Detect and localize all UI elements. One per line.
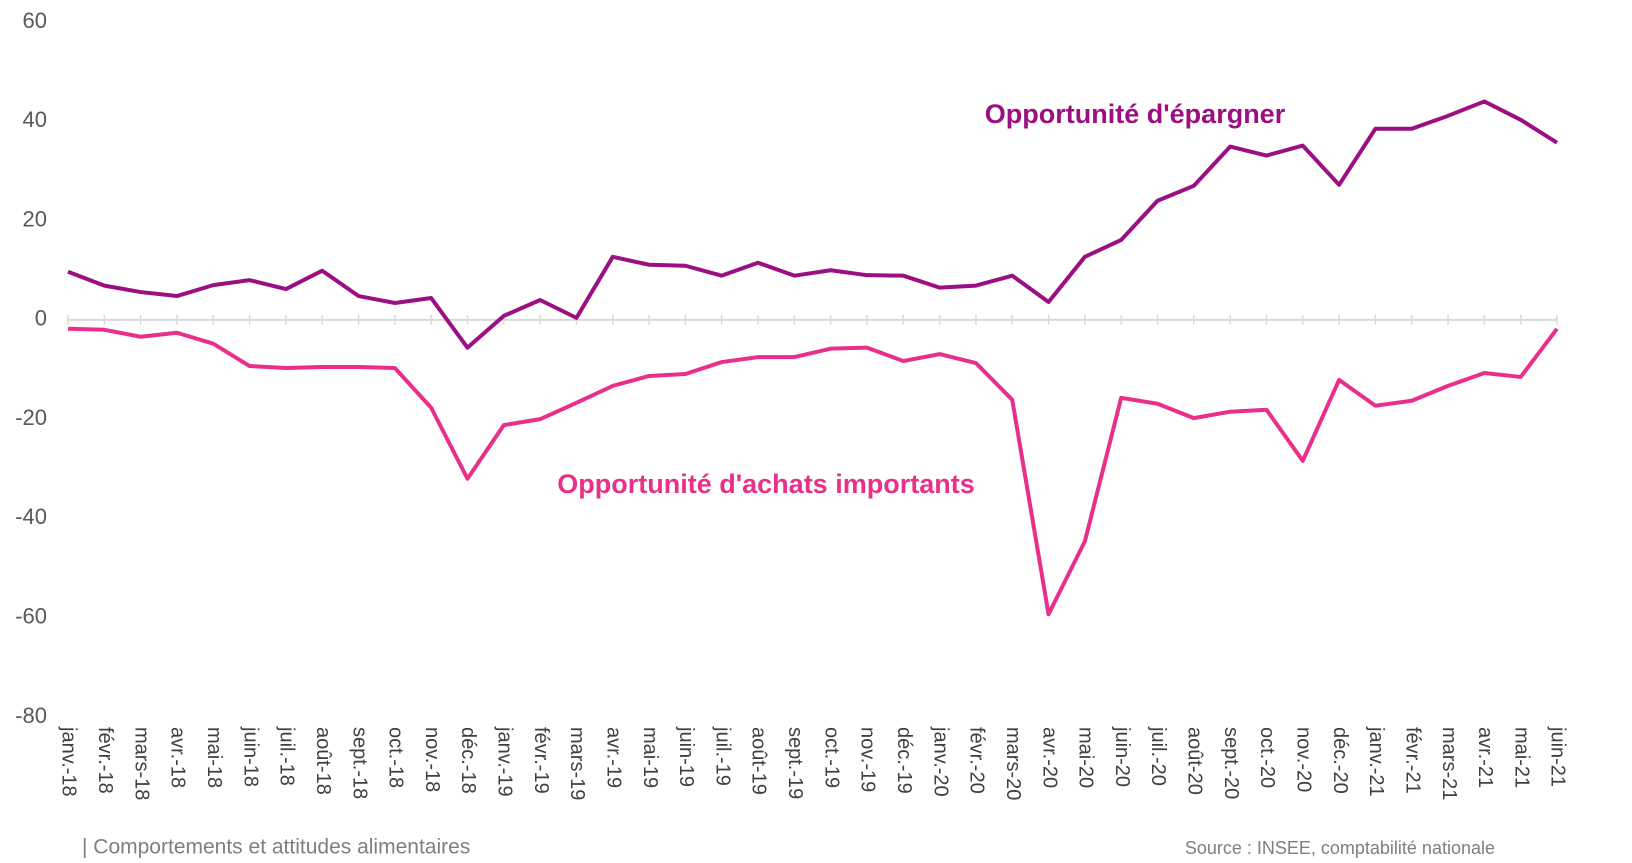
- x-tick-label: nov.-20: [1292, 727, 1314, 792]
- x-tick-label: févr.-18: [94, 727, 116, 794]
- y-tick-label: -80: [15, 703, 47, 728]
- x-tick-label: juil.-18: [276, 726, 298, 786]
- x-tick-label: août-20: [1184, 727, 1206, 795]
- x-tick-label: janv.-18: [58, 726, 80, 797]
- x-tick-label: sept.-18: [348, 727, 370, 799]
- x-tick-label: juil.-20: [1147, 726, 1169, 786]
- y-tick-label: -60: [15, 604, 47, 629]
- x-tick-label: janv.-21: [1365, 726, 1387, 797]
- x-tick-label: nov.-18: [421, 727, 443, 792]
- x-tick-label: avr.-20: [1038, 727, 1060, 788]
- x-tick-label: sept.-19: [784, 727, 806, 799]
- x-tick-label: juin-20: [1111, 726, 1133, 787]
- x-tick-label: oct.-19: [820, 727, 842, 788]
- x-tick-label: déc.-19: [893, 727, 915, 794]
- x-tick-label: mars-18: [130, 727, 152, 800]
- y-tick-label: 40: [23, 107, 47, 132]
- x-tick-label: août-19: [748, 727, 770, 795]
- x-tick-label: oct.-18: [385, 727, 407, 788]
- x-tick-label: oct.-20: [1256, 727, 1278, 788]
- footer-left: | Comportements et attitudes alimentaire…: [82, 836, 470, 859]
- x-tick-label: déc.-18: [457, 727, 479, 794]
- x-tick-label: juin-21: [1547, 726, 1569, 787]
- x-tick-label: mai-18: [203, 727, 225, 788]
- x-tick-label: févr.-20: [966, 727, 988, 794]
- y-tick-label: -20: [15, 405, 47, 430]
- y-tick-label: 0: [35, 306, 47, 331]
- series-line: [67, 326, 1559, 617]
- x-tick-label: mars-19: [566, 727, 588, 800]
- x-tick-label: juin-18: [239, 726, 261, 787]
- y-tick-label: 60: [23, 8, 47, 33]
- x-tick-label: nov.-19: [857, 727, 879, 792]
- x-tick-label: févr.-19: [530, 727, 552, 794]
- x-tick-label: août-18: [312, 727, 334, 795]
- x-tick-label: mars-21: [1438, 727, 1460, 800]
- x-tick-label: avr.-19: [602, 727, 624, 788]
- x-tick-label: mai-21: [1510, 727, 1532, 788]
- series-line: [67, 99, 1559, 350]
- series-label: Opportunité d'épargner: [985, 99, 1286, 129]
- x-tick-label: sept.-20: [1220, 727, 1242, 799]
- x-tick-label: janv.-19: [494, 726, 516, 797]
- x-tick-label: juin-19: [675, 726, 697, 787]
- x-tick-label: janv.-20: [929, 726, 951, 797]
- x-tick-label: févr.-21: [1401, 727, 1423, 794]
- x-tick-label: avr.-21: [1474, 727, 1496, 788]
- y-tick-label: -40: [15, 504, 47, 529]
- x-tick-label: mars-20: [1002, 727, 1024, 800]
- x-tick-label: mai-19: [639, 727, 661, 788]
- x-tick-label: mai-20: [1075, 727, 1097, 788]
- series-label: Opportunité d'achats importants: [557, 469, 974, 499]
- x-tick-label: déc.-20: [1329, 727, 1351, 794]
- x-tick-label: avr.-18: [167, 727, 189, 788]
- footer-right: Source : INSEE, comptabilité nationale: [1185, 838, 1495, 858]
- y-tick-label: 20: [23, 206, 47, 231]
- x-tick-label: juil.-19: [711, 726, 733, 786]
